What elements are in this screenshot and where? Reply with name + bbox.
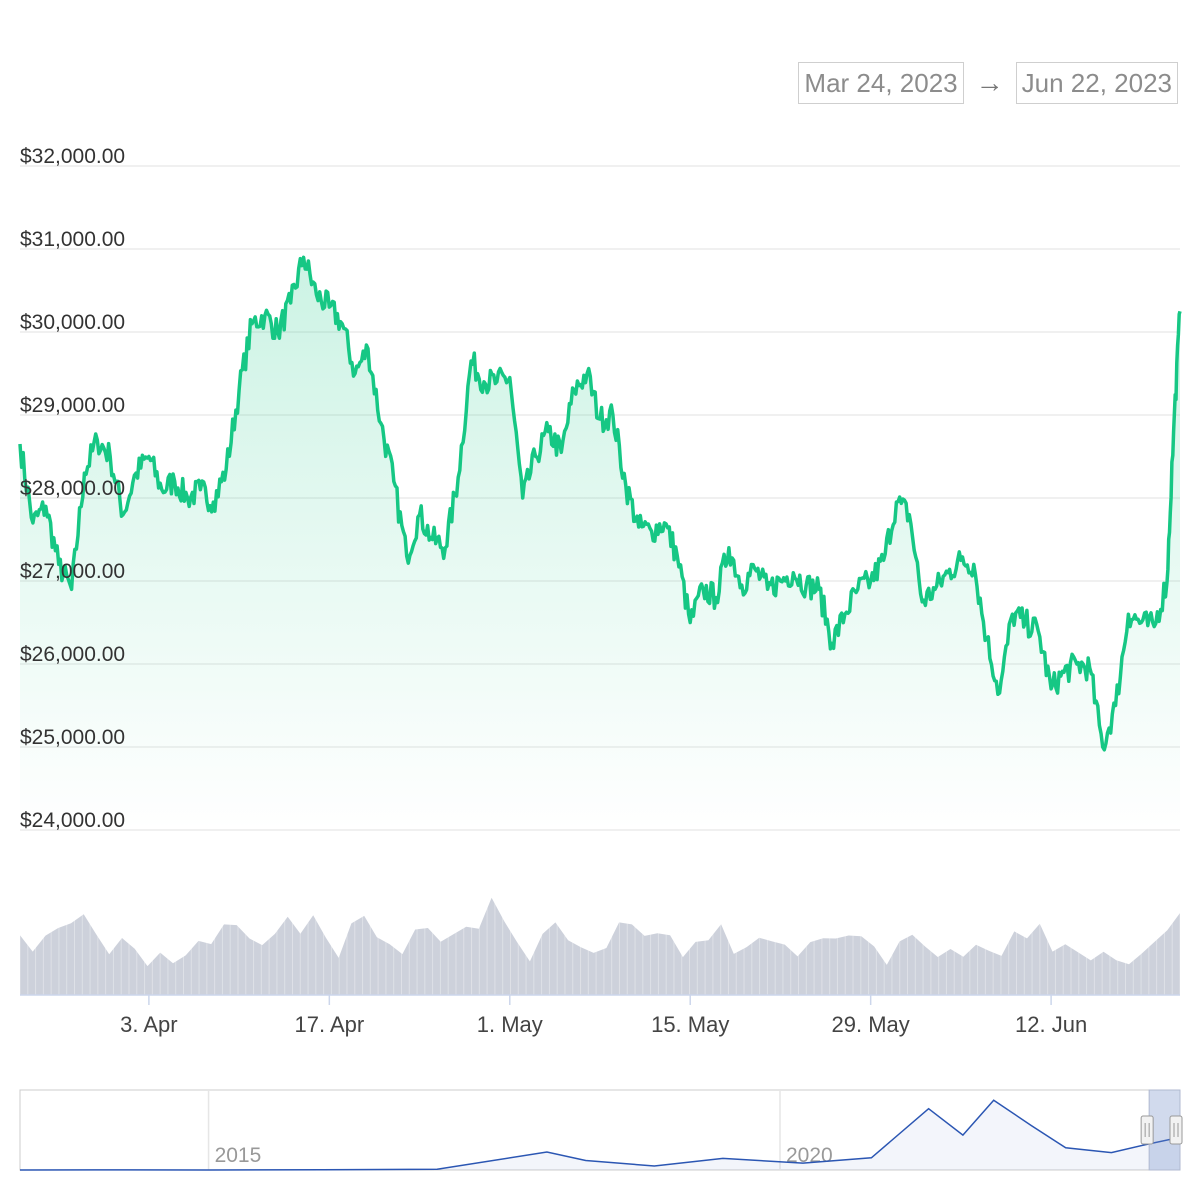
range-to-input[interactable]: Jun 22, 2023 (1015, 62, 1178, 104)
navigator-tick-label: 2015 (215, 1144, 262, 1167)
volume-area (20, 897, 1180, 995)
y-tick-label: $24,000.00 (20, 809, 125, 832)
x-tick-label: 15. May (651, 1012, 729, 1037)
volume-bars (19, 875, 1181, 995)
navigator-area (20, 1100, 1180, 1170)
date-range-selector: Mar 24, 2023 → Jun 22, 2023 (798, 62, 1178, 104)
x-tick-label: 17. Apr (294, 1012, 364, 1037)
navigator-right-handle[interactable] (1169, 1115, 1183, 1145)
y-tick-label: $31,000.00 (20, 228, 125, 251)
x-tick-label: 1. May (477, 1012, 543, 1037)
x-tick-label: 12. Jun (1015, 1012, 1087, 1037)
x-axis-labels: 3. Apr 17. Apr 1. May 15. May 29. May 12. Jun (120, 995, 1087, 1037)
price-line[interactable] (18, 255, 1182, 752)
y-tick-label: $30,000.00 (20, 311, 125, 334)
y-tick-label: $29,000.00 (20, 394, 125, 417)
y-tick-label: $27,000.00 (20, 560, 125, 583)
navigator[interactable]: 2015 2020 (19, 1089, 1183, 1171)
y-tick-label: $26,000.00 (20, 643, 125, 666)
range-from-input[interactable]: Mar 24, 2023 (798, 62, 964, 104)
navigator-left-handle[interactable] (1140, 1115, 1154, 1145)
price-area-fill (20, 257, 1180, 830)
y-tick-label: $28,000.00 (20, 477, 125, 500)
range-arrow-icon: → (975, 67, 1004, 98)
y-tick-label: $25,000.00 (20, 726, 125, 749)
x-tick-label: 29. May (832, 1012, 910, 1037)
y-axis-labels: $32,000.00 $31,000.00 $30,000.00 $29,000.00… (20, 145, 125, 832)
x-tick-label: 3. Apr (120, 1012, 177, 1037)
navigator-line (19, 1099, 1181, 1171)
y-tick-label: $32,000.00 (20, 145, 125, 168)
